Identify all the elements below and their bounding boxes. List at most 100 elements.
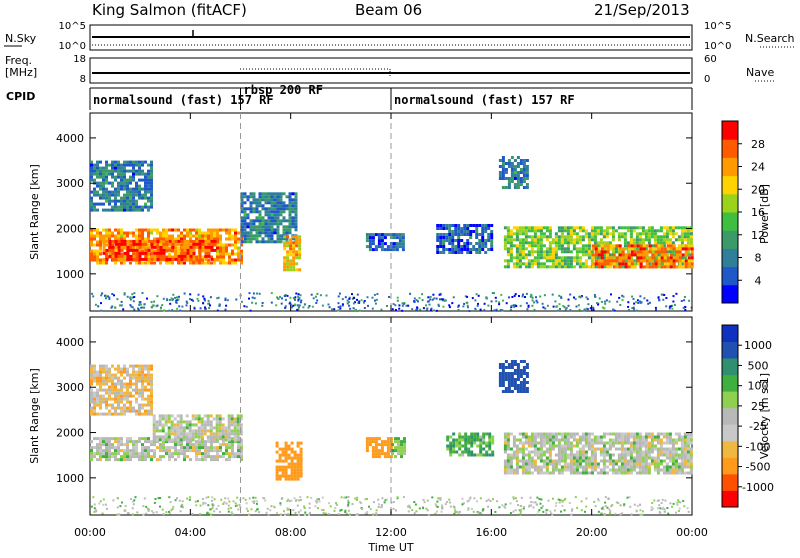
echo-cell	[670, 253, 673, 256]
echo-cell	[204, 443, 207, 446]
echo-cell	[522, 433, 525, 436]
echo-cell	[528, 241, 531, 244]
echo-cell	[676, 250, 679, 253]
echo-cell	[555, 454, 558, 457]
echo-cell	[663, 466, 666, 469]
echo-cell	[144, 173, 147, 176]
echo-cell	[540, 457, 543, 460]
echo-cell	[171, 235, 174, 238]
echo-cell	[283, 241, 286, 244]
echo-cell	[98, 503, 100, 505]
echo-cell	[300, 457, 303, 460]
echo-cell	[621, 448, 624, 451]
echo-cell	[606, 299, 608, 301]
echo-cell	[244, 234, 247, 237]
echo-cell	[634, 250, 637, 253]
echo-cell	[165, 238, 168, 241]
echo-cell	[144, 179, 147, 182]
echo-cell	[120, 170, 123, 173]
echo-cell	[415, 309, 417, 311]
echo-cell	[161, 304, 163, 306]
echo-cell	[202, 249, 205, 252]
echo-cell	[135, 182, 138, 185]
echo-cell	[542, 511, 544, 513]
echo-cell	[256, 216, 259, 219]
echo-cell	[174, 297, 176, 299]
echo-cell	[531, 238, 534, 241]
echo-cell	[445, 227, 448, 230]
echo-cell	[504, 463, 507, 466]
echo-cell	[108, 194, 111, 197]
echo-cell	[356, 299, 358, 301]
echo-cell	[166, 258, 169, 261]
echo-cell	[542, 303, 544, 305]
echo-cell	[654, 439, 657, 442]
echo-cell	[690, 241, 693, 244]
echo-cell	[189, 426, 192, 429]
echo-cell	[289, 210, 292, 213]
echo-cell	[657, 241, 660, 244]
echo-cell	[276, 478, 279, 481]
echo-cell	[369, 248, 372, 251]
echo-cell	[119, 304, 121, 306]
echo-cell	[168, 455, 171, 458]
echo-cell	[144, 188, 147, 191]
echo-cell	[399, 242, 402, 245]
echo-cell	[600, 238, 603, 241]
echo-cell	[475, 233, 478, 236]
echo-cell	[603, 454, 606, 457]
echo-cell	[147, 368, 150, 371]
echo-cell	[570, 463, 573, 466]
echo-cell	[117, 170, 120, 173]
echo-cell	[579, 309, 581, 311]
echo-cell	[280, 198, 283, 201]
echo-cell	[567, 247, 570, 250]
echo-cell	[93, 365, 96, 368]
echo-cell	[100, 294, 102, 296]
echo-cell	[639, 241, 642, 244]
echo-cell	[604, 250, 607, 253]
echo-cell	[372, 242, 375, 245]
echo-cell	[120, 449, 123, 452]
echo-cell	[372, 308, 374, 310]
echo-cell	[259, 201, 262, 204]
echo-cell	[210, 414, 213, 417]
echo-cell	[234, 455, 237, 458]
echo-cell	[141, 449, 144, 452]
echo-cell	[516, 439, 519, 442]
echo-cell	[582, 244, 585, 247]
echo-cell	[144, 365, 147, 368]
echo-cell	[117, 161, 120, 164]
echo-cell	[180, 438, 183, 441]
echo-cell	[247, 198, 250, 201]
echo-cell	[576, 226, 579, 229]
echo-cell	[90, 380, 93, 383]
echo-cell	[150, 392, 153, 395]
echo-cell	[475, 227, 478, 230]
echo-cell	[253, 219, 256, 222]
echo-cell	[138, 164, 141, 167]
echo-cell	[123, 392, 126, 395]
echo-cell	[673, 244, 676, 247]
echo-cell	[604, 303, 606, 305]
echo-cell	[528, 235, 531, 238]
echo-cell	[102, 209, 105, 212]
echo-cell	[579, 229, 582, 232]
echo-cell	[132, 235, 135, 238]
echo-cell	[237, 509, 239, 511]
echo-cell	[558, 262, 561, 265]
echo-cell	[482, 436, 485, 439]
echo-cell	[117, 185, 120, 188]
echo-cell	[216, 235, 219, 238]
echo-cell	[517, 180, 520, 183]
echo-cell	[90, 371, 93, 374]
echo-cell	[463, 230, 466, 233]
echo-cell	[576, 250, 579, 253]
echo-cell	[227, 299, 229, 301]
echo-cell	[142, 258, 145, 261]
echo-cell	[280, 222, 283, 225]
echo-cell	[569, 502, 571, 504]
echo-cell	[669, 448, 672, 451]
echo-cell	[576, 238, 579, 241]
echo-cell	[618, 436, 621, 439]
